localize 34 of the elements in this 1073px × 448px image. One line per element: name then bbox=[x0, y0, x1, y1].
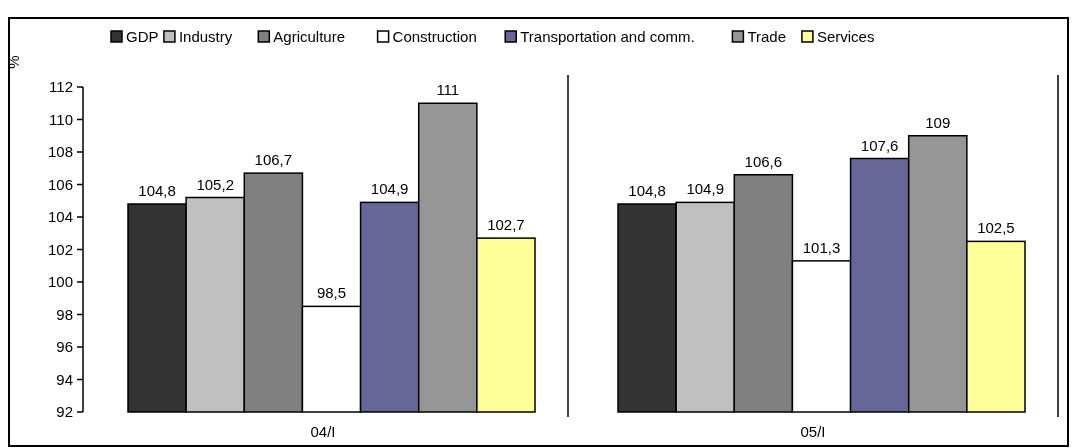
y-tick-label: 108 bbox=[47, 143, 73, 161]
y-tick-label: 92 bbox=[56, 403, 73, 421]
data-label: 104,9 bbox=[370, 180, 409, 198]
data-label: 106,7 bbox=[254, 151, 293, 169]
legend-label: GDP bbox=[126, 28, 159, 46]
legend-label: Industry bbox=[178, 28, 233, 46]
data-label: 104,9 bbox=[686, 180, 724, 198]
data-label: 104,8 bbox=[138, 182, 176, 199]
y-tick-label: 94 bbox=[56, 370, 73, 388]
data-label: 106,6 bbox=[744, 152, 783, 170]
y-tick-label: 98 bbox=[56, 305, 73, 323]
data-label: 105,2 bbox=[196, 175, 234, 193]
y-tick-label: 100 bbox=[47, 273, 73, 291]
data-label: 102,7 bbox=[487, 216, 525, 234]
y-tick-label: 96 bbox=[56, 338, 73, 356]
y-tick-label: 102 bbox=[47, 240, 73, 258]
legend-label: Construction bbox=[392, 28, 477, 46]
x-tick-label: 04/I bbox=[310, 423, 336, 440]
legend-label: Transportation and comm. bbox=[520, 28, 695, 46]
data-label: 101,3 bbox=[802, 238, 841, 256]
y-tick-label: 110 bbox=[49, 110, 73, 128]
data-label: 104,8 bbox=[628, 182, 666, 199]
data-label: 102,5 bbox=[977, 219, 1015, 237]
x-tick-label: 05/I bbox=[800, 423, 826, 440]
data-label: 98,5 bbox=[316, 284, 347, 302]
legend-label: Services bbox=[816, 28, 875, 46]
legend-label: Agriculture bbox=[273, 28, 345, 46]
data-label: 107,6 bbox=[860, 136, 899, 154]
data-label: 111 bbox=[436, 81, 460, 99]
y-tick-label: 106 bbox=[47, 175, 73, 193]
data-label: 109 bbox=[925, 113, 951, 131]
legend-label: Trade bbox=[747, 28, 787, 46]
y-tick-label: 112 bbox=[49, 78, 73, 96]
y-tick-label: 104 bbox=[47, 208, 73, 226]
